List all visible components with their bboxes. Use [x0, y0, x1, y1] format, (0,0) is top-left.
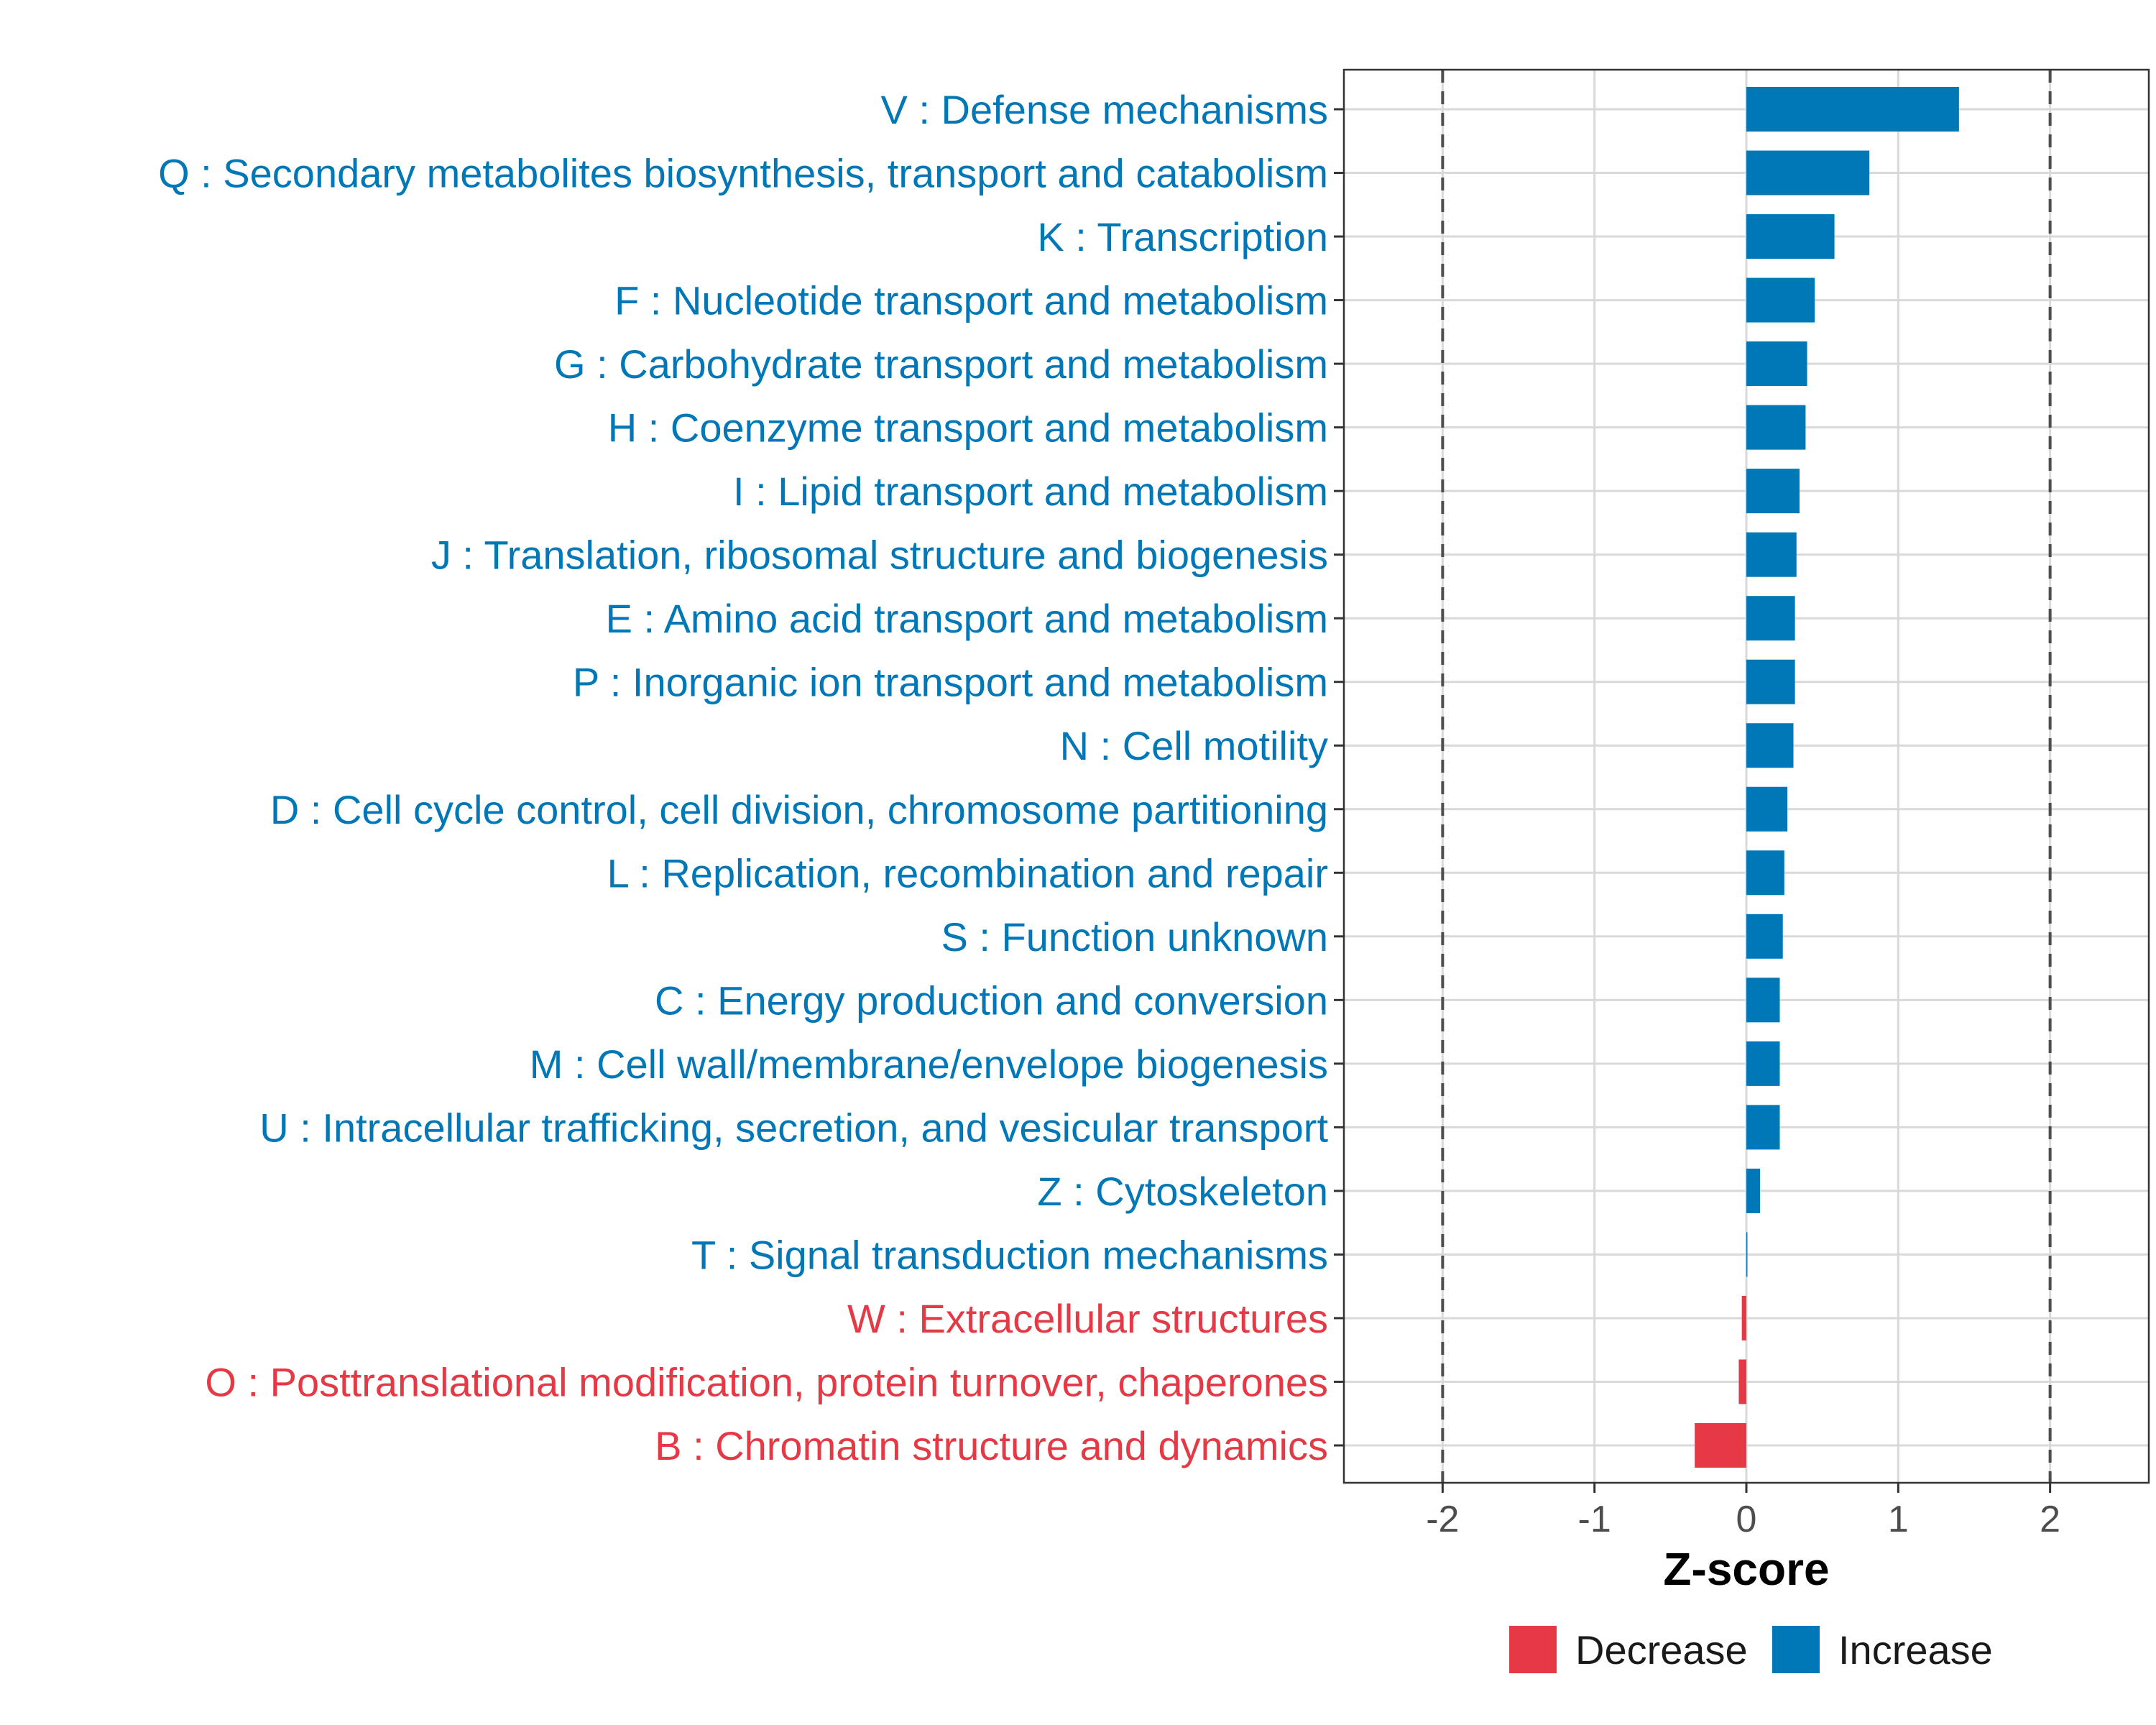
x-axis-ticks: -2 -1 0 1 2: [1426, 1483, 2060, 1540]
category-label: E : Amino acid transport and metabolism: [606, 596, 1328, 641]
x-axis-title: Z-score: [1663, 1543, 1829, 1595]
legend-label-increase: Increase: [1838, 1627, 1993, 1673]
category-label: G : Carbohydrate transport and metabolis…: [554, 341, 1328, 387]
x-tick-label: 1: [1888, 1499, 1909, 1540]
category-label: F : Nucleotide transport and metabolism: [614, 278, 1328, 323]
category-label: Q : Secondary metabolites biosynthesis, …: [158, 151, 1328, 196]
bar: [1746, 723, 1794, 768]
category-label: H : Coenzyme transport and metabolism: [608, 405, 1328, 451]
bar: [1746, 214, 1835, 259]
bar: [1746, 341, 1807, 387]
bar: [1746, 150, 1870, 196]
bar: [1746, 1168, 1761, 1213]
category-label: C : Energy production and conversion: [655, 978, 1328, 1023]
bar: [1746, 277, 1815, 323]
category-label: D : Cell cycle control, cell division, c…: [270, 787, 1328, 832]
category-label: B : Chromatin structure and dynamics: [655, 1423, 1328, 1468]
legend: Decrease Increase: [1509, 1626, 1993, 1673]
bar: [1695, 1423, 1746, 1468]
bar: [1746, 659, 1795, 704]
bar: [1746, 87, 1959, 132]
category-label: T : Signal transduction mechanisms: [691, 1232, 1328, 1277]
bar: [1746, 469, 1800, 514]
x-tick-label: 0: [1736, 1499, 1757, 1540]
bar: [1746, 786, 1788, 832]
x-tick-label: 2: [2040, 1499, 2060, 1540]
category-label: Z : Cytoskeleton: [1037, 1169, 1328, 1214]
bar: [1746, 978, 1780, 1023]
bar: [1746, 532, 1797, 577]
category-label: U : Intracellular trafficking, secretion…: [259, 1105, 1328, 1150]
x-tick-label: -1: [1578, 1499, 1611, 1540]
category-label: L : Replication, recombination and repai…: [607, 850, 1328, 896]
category-label: I : Lipid transport and metabolism: [733, 469, 1328, 514]
category-label: M : Cell wall/membrane/envelope biogenes…: [530, 1041, 1328, 1087]
bars: [1695, 87, 1959, 1468]
category-label: O : Posttranslational modification, prot…: [205, 1359, 1328, 1404]
y-axis-ticks: V : Defense mechanisms Q : Secondary meta…: [158, 87, 1344, 1468]
bar: [1738, 1359, 1746, 1404]
legend-swatch-increase: [1772, 1626, 1820, 1673]
category-label: J : Translation, ribosomal structure and…: [431, 533, 1328, 578]
bar: [1746, 405, 1806, 450]
bar: [1741, 1295, 1746, 1340]
legend-label-decrease: Decrease: [1575, 1627, 1748, 1673]
bar: [1746, 850, 1784, 896]
category-label: S : Function unknown: [941, 914, 1328, 960]
bar: [1746, 914, 1783, 959]
bar: [1746, 1105, 1780, 1150]
category-label: V : Defense mechanisms: [881, 87, 1328, 132]
category-label: K : Transcription: [1037, 214, 1328, 259]
category-label: N : Cell motility: [1060, 723, 1328, 768]
bar: [1746, 1232, 1748, 1277]
legend-swatch-decrease: [1509, 1626, 1557, 1673]
category-label: P : Inorganic ion transport and metaboli…: [573, 660, 1328, 705]
category-label: W : Extracellular structures: [847, 1296, 1328, 1341]
x-tick-label: -2: [1426, 1499, 1459, 1540]
bar: [1746, 596, 1795, 641]
bar: [1746, 1041, 1780, 1086]
